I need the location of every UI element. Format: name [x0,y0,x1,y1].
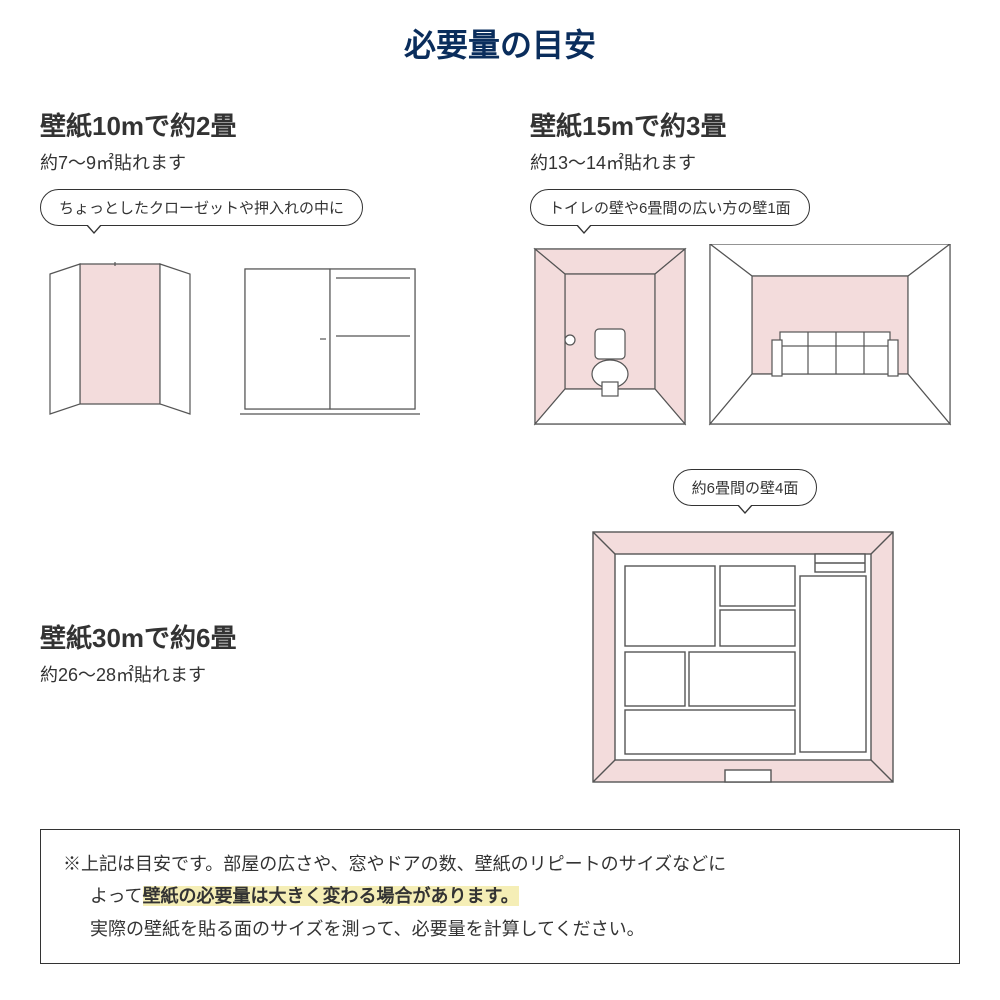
section-30m: 壁紙30mで約6畳 約26〜28㎡貼れます [40,469,470,799]
section-10m-title: 壁紙10mで約2畳 [40,106,470,143]
section-30m-subtitle: 約26〜28㎡貼れます [40,661,470,687]
section-15m-illustrations [530,244,960,439]
section-15m-subtitle: 約13〜14㎡貼れます [530,149,960,175]
page-title: 必要量の目安 [40,20,960,66]
section-10m-bubble: ちょっとしたクローゼットや押入れの中に [40,189,363,226]
disclaimer-line-2: よって壁紙の必要量は大きく変わる場合があります。 [63,880,937,912]
disclaimer-line-1: ※上記は目安です。部屋の広さや、窓やドアの数、壁紙のリピートのサイズなどに [63,848,937,880]
disclaimer-highlight: 壁紙の必要量は大きく変わる場合があります。 [143,886,519,906]
disclaimer-line-3: 実際の壁紙を貼る面のサイズを測って、必要量を計算してください。 [63,913,937,945]
section-30m-illustration: 約6畳間の壁4面 [530,469,960,799]
section-10m-illustrations [40,244,470,429]
sections-grid: 壁紙10mで約2畳 約7〜9㎡貼れます ちょっとしたクローゼットや押入れの中に [40,106,960,799]
section-30m-bubble: 約6畳間の壁4面 [673,469,818,506]
section-30m-title: 壁紙30mで約6畳 [40,618,470,655]
disclaimer-box: ※上記は目安です。部屋の広さや、窓やドアの数、壁紙のリピートのサイズなどに よっ… [40,829,960,964]
room-illustrations-icon [530,244,960,434]
disclaimer-line-2a: よって [90,886,143,906]
section-10m: 壁紙10mで約2畳 約7〜9㎡貼れます ちょっとしたクローゼットや押入れの中に [40,106,470,439]
section-10m-subtitle: 約7〜9㎡貼れます [40,149,470,175]
closet-illustrations-icon [40,244,440,424]
section-15m-title: 壁紙15mで約3畳 [530,106,960,143]
section-15m: 壁紙15mで約3畳 約13〜14㎡貼れます トイレの壁や6畳間の広い方の壁1面 [530,106,960,439]
section-15m-bubble: トイレの壁や6畳間の広い方の壁1面 [530,189,810,226]
room-plan-icon [585,524,905,794]
